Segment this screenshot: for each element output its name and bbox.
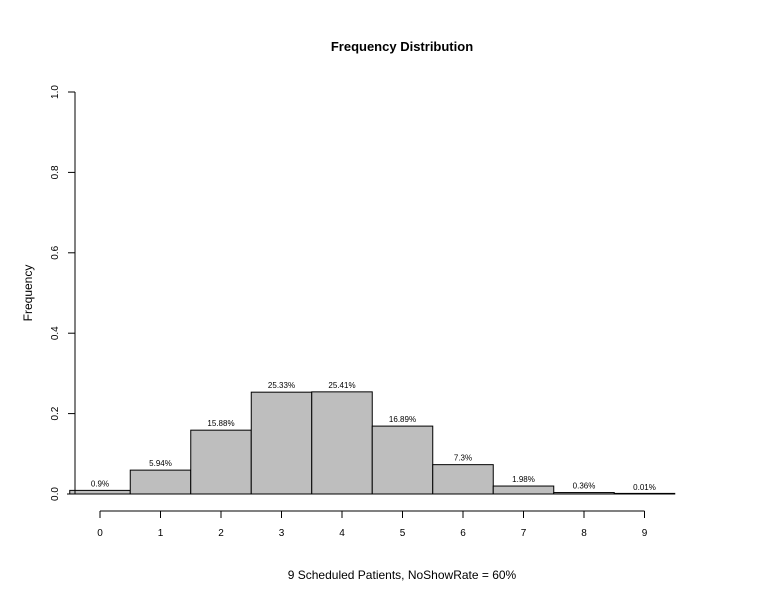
y-tick-label: 0.6 — [50, 245, 61, 259]
data-label-1: 5.94% — [149, 459, 172, 468]
data-label-3: 25.33% — [268, 381, 295, 390]
data-labels-group: 0.9% 5.94% 15.88% 25.33% 25.41% 16.89% 7.3% 1.9… — [91, 381, 656, 492]
bars-group — [67, 391, 676, 495]
x-tick-label-5: 5 — [400, 528, 406, 539]
x-axis-label: 9 Scheduled Patients, NoShowRate = 60% — [288, 568, 517, 582]
data-label-9: 0.01% — [633, 483, 656, 492]
y-tick-label: 0.2 — [50, 406, 61, 420]
x-tick-label-4: 4 — [339, 528, 345, 539]
bar-7 — [492, 485, 555, 495]
y-tick-label: 0.4 — [50, 326, 61, 340]
bar-6 — [432, 464, 494, 495]
y-tick-label: 1.0 — [50, 85, 61, 99]
bar-4 — [311, 391, 373, 495]
data-label-8: 0.36% — [573, 482, 596, 491]
x-tick-label-2: 2 — [218, 528, 224, 539]
x-tick-label-1: 1 — [158, 528, 164, 539]
y-axis-label: Frequency — [21, 265, 35, 322]
chart-title: Frequency Distribution — [331, 39, 473, 54]
data-label-6: 7.3% — [454, 454, 472, 463]
bar-8 — [553, 492, 615, 495]
y-axis: 0.0 0.2 0.4 0.6 0.8 1.0 — [50, 85, 76, 501]
bar-5 — [371, 425, 434, 495]
bar-1 — [129, 469, 192, 495]
bar-9 — [613, 492, 676, 495]
bar-2 — [190, 429, 252, 495]
x-tick-label-0: 0 — [97, 528, 103, 539]
bar-3 — [250, 391, 313, 495]
x-tick-label-7: 7 — [521, 528, 527, 539]
data-label-0: 0.9% — [91, 479, 109, 488]
x-axis: 0 1 2 3 4 5 6 7 8 9 — [97, 510, 648, 539]
data-label-4: 25.41% — [328, 381, 355, 390]
x-tick-label-3: 3 — [279, 528, 285, 539]
x-tick-label-9: 9 — [642, 528, 648, 539]
x-tick-label-8: 8 — [581, 528, 587, 539]
y-tick-label: 0.8 — [50, 165, 61, 179]
data-label-2: 15.88% — [207, 419, 234, 428]
x-tick-label-6: 6 — [460, 528, 466, 539]
data-label-5: 16.89% — [389, 415, 416, 424]
data-label-7: 1.98% — [512, 475, 535, 484]
y-tick-label: 0.0 — [50, 487, 61, 501]
bar-0 — [69, 489, 131, 495]
